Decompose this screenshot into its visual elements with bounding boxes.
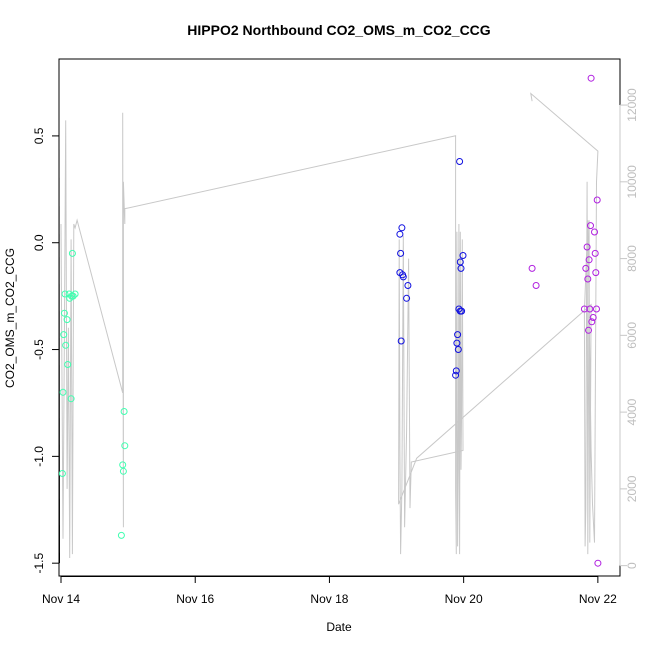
x-tick-label: Nov 16 [176, 592, 214, 606]
y-axis-line [58, 135, 60, 564]
y-tick-label: -0.5 [32, 339, 46, 360]
y-tick-label: -1.5 [32, 553, 46, 574]
y2-tick-label: 0 [625, 562, 639, 569]
data-point [593, 305, 600, 313]
data-point [397, 337, 405, 345]
data-point [456, 158, 464, 165]
data-point [68, 249, 76, 257]
x-axis-label: Date [326, 620, 352, 634]
data-point [591, 228, 598, 236]
data-point [585, 326, 592, 334]
data-point [121, 442, 129, 450]
y2-tick-label: 12000 [625, 88, 639, 122]
data-point [62, 341, 70, 349]
x-tick-label: Nov 22 [579, 592, 617, 606]
data-point [117, 531, 125, 539]
data-point [588, 318, 596, 326]
y-axis-label: CO2_OMS_m_CO2_CCG [3, 248, 17, 388]
data-point [459, 252, 467, 259]
altitude-trace [60, 92, 599, 559]
data-point [593, 196, 601, 204]
data-point [452, 371, 460, 379]
series-group [528, 74, 602, 567]
data-point [67, 395, 75, 403]
data-point [586, 305, 594, 313]
data-point [584, 275, 592, 283]
data-point [63, 316, 71, 324]
data-point [454, 346, 462, 353]
data-point [594, 559, 602, 567]
y2-tick-label: 2000 [625, 475, 639, 502]
data-point [59, 388, 67, 396]
plot-frame [58, 58, 621, 577]
data-point [452, 367, 460, 375]
data-point [592, 269, 600, 277]
data-point [64, 361, 72, 368]
series-group [396, 158, 467, 379]
y-tick-label: 0.5 [32, 127, 46, 144]
data-point [580, 305, 588, 313]
x-tick-label: Nov 20 [445, 592, 483, 606]
data-point [453, 339, 461, 347]
data-point [587, 222, 594, 230]
data-point [396, 230, 404, 238]
data-point [60, 331, 68, 339]
data-point [457, 264, 465, 272]
data-point [585, 256, 593, 264]
altitude-layer [60, 92, 599, 559]
x-tick-label: Nov 14 [42, 592, 80, 606]
data-point [528, 264, 536, 272]
data-point [587, 74, 595, 82]
data-points [58, 74, 602, 567]
data-point [119, 461, 127, 469]
data-point [532, 282, 540, 289]
series-group [58, 249, 129, 539]
data-point [71, 290, 79, 298]
data-point [404, 282, 412, 289]
y2-tick-label: 8000 [625, 245, 639, 272]
data-point [458, 307, 466, 315]
data-point [58, 470, 66, 477]
data-point [69, 292, 77, 300]
y2-tick-label: 6000 [625, 322, 639, 349]
data-point [454, 331, 462, 339]
data-point [399, 273, 407, 281]
data-point [61, 290, 69, 298]
y2-tick-label: 10000 [625, 165, 639, 199]
axes: Nov 14 Nov 16 Nov 18 Nov 20 Nov 22 -1.5 -1.0 -0… [32, 88, 639, 606]
y-tick-label: 0.0 [32, 234, 46, 251]
y2-tick-label: 4000 [625, 398, 639, 425]
chart-title: HIPPO2 Northbound CO2_OMS_m_CO2_CCG [187, 22, 490, 38]
data-point [60, 309, 68, 317]
data-point [591, 249, 599, 257]
data-point [582, 264, 590, 272]
data-point [397, 249, 405, 257]
data-point [589, 314, 597, 321]
data-point [120, 408, 128, 415]
x-tick-label: Nov 18 [310, 592, 348, 606]
data-point [583, 243, 591, 251]
data-point [398, 224, 406, 232]
y-tick-label: -1.0 [32, 446, 46, 467]
data-point [403, 294, 411, 302]
data-point [119, 467, 127, 475]
